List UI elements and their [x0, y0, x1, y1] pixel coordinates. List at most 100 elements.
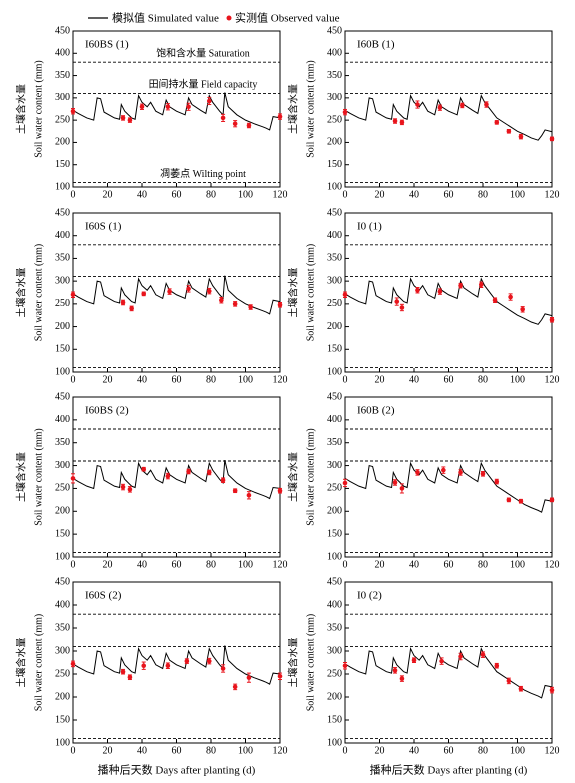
observed-point	[167, 289, 172, 294]
y-tick-label: 300	[55, 460, 70, 471]
simulated-line	[344, 94, 553, 141]
y-tick-label: 300	[55, 645, 70, 656]
x-tick-label: 100	[510, 745, 525, 756]
observed-point	[392, 668, 398, 673]
x-tick-label: 100	[238, 559, 253, 570]
observed-point	[141, 466, 147, 472]
y-tick-label: 400	[55, 414, 70, 425]
y-tick-label: 100	[327, 551, 342, 562]
x-tick-label: 100	[510, 189, 525, 200]
observed-point	[70, 292, 76, 298]
y-tick-label: 350	[55, 253, 70, 264]
observed-point	[186, 286, 191, 292]
observed-point	[480, 471, 486, 477]
y-tick-label: 200	[55, 137, 70, 148]
x-tick-label: 60	[444, 745, 454, 756]
observed-point	[549, 136, 555, 142]
x-tick-label: 0	[343, 374, 348, 385]
x-tick-label: 20	[103, 559, 113, 570]
y-tick-label: 300	[327, 92, 342, 103]
y-tick-label: 350	[55, 622, 70, 633]
x-tick-label: 80	[206, 374, 216, 385]
y-label-en: Soil water content (mm)	[305, 614, 316, 711]
y-tick-label: 200	[327, 137, 342, 148]
observed-point	[248, 304, 253, 310]
x-label: 播种后天数 Days after planting (d)	[98, 763, 256, 777]
y-tick-label: 400	[55, 599, 70, 610]
observed-point	[127, 674, 133, 680]
observed-point	[232, 121, 238, 127]
x-tick-label: 0	[71, 559, 76, 570]
y-tick-label: 450	[327, 576, 342, 587]
y-label-cn: 土壤含水量	[14, 268, 27, 318]
x-tick-label: 60	[444, 559, 454, 570]
observed-point	[458, 283, 463, 288]
observed-point	[460, 103, 465, 108]
observed-point	[246, 675, 252, 680]
observed-point	[165, 104, 171, 110]
observed-point	[120, 484, 126, 490]
observed-point	[184, 658, 190, 664]
y-tick-label: 250	[55, 668, 70, 679]
y-tick-label: 150	[55, 528, 70, 539]
y-tick-label: 150	[55, 159, 70, 170]
observed-point	[494, 120, 500, 125]
observed-point	[399, 305, 405, 310]
observed-point	[206, 658, 212, 664]
observed-point	[342, 663, 348, 669]
observed-point	[277, 302, 283, 308]
x-tick-label: 40	[409, 189, 419, 200]
y-tick-label: 450	[327, 25, 342, 36]
x-tick-label: 60	[444, 189, 454, 200]
y-tick-label: 150	[55, 344, 70, 355]
x-tick-label: 80	[206, 559, 216, 570]
y-label-cn: 土壤含水量	[14, 84, 27, 134]
y-label-en: Soil water content (mm)	[305, 60, 316, 157]
y-tick-label: 400	[327, 48, 342, 59]
x-tick-label: 0	[343, 559, 348, 570]
y-tick-label: 300	[55, 92, 70, 103]
observed-point	[415, 470, 420, 475]
observed-point	[437, 105, 443, 110]
y-tick-label: 200	[327, 321, 342, 332]
y-tick-label: 350	[55, 70, 70, 81]
observed-point	[549, 317, 555, 323]
y-tick-label: 350	[327, 437, 342, 448]
simulated-line	[344, 461, 553, 513]
x-tick-label: 20	[375, 374, 385, 385]
y-tick-label: 150	[327, 344, 342, 355]
y-tick-label: 400	[327, 230, 342, 241]
y-tick-label: 300	[327, 645, 342, 656]
simulated-line	[72, 645, 281, 685]
y-tick-label: 150	[55, 714, 70, 725]
observed-point	[492, 297, 498, 303]
x-tick-label: 100	[510, 374, 525, 385]
x-tick-label: 120	[545, 559, 560, 570]
y-tick-label: 250	[327, 668, 342, 679]
observed-point	[127, 487, 133, 492]
y-tick-label: 200	[327, 691, 342, 702]
x-tick-label: 20	[375, 189, 385, 200]
observed-point	[458, 654, 463, 659]
annotation: 饱和含水量 Saturation	[156, 46, 250, 59]
observed-point	[206, 98, 212, 104]
y-tick-label: 350	[327, 622, 342, 633]
y-tick-label: 250	[327, 298, 342, 309]
panel-title: I60B (1)	[357, 39, 395, 51]
observed-point	[277, 674, 283, 679]
x-tick-label: 40	[137, 374, 147, 385]
x-tick-label: 80	[478, 374, 488, 385]
observed-point	[399, 120, 405, 125]
x-tick-label: 120	[545, 189, 560, 200]
observed-point	[186, 104, 191, 110]
y-label-en: Soil water content (mm)	[33, 244, 44, 341]
observed-point	[219, 297, 224, 303]
x-tick-label: 20	[375, 745, 385, 756]
y-label-en: Soil water content (mm)	[305, 428, 316, 525]
y-tick-label: 350	[327, 70, 342, 81]
observed-point	[129, 306, 134, 311]
y-label-en: Soil water content (mm)	[33, 428, 44, 525]
plot-frame	[344, 396, 553, 558]
